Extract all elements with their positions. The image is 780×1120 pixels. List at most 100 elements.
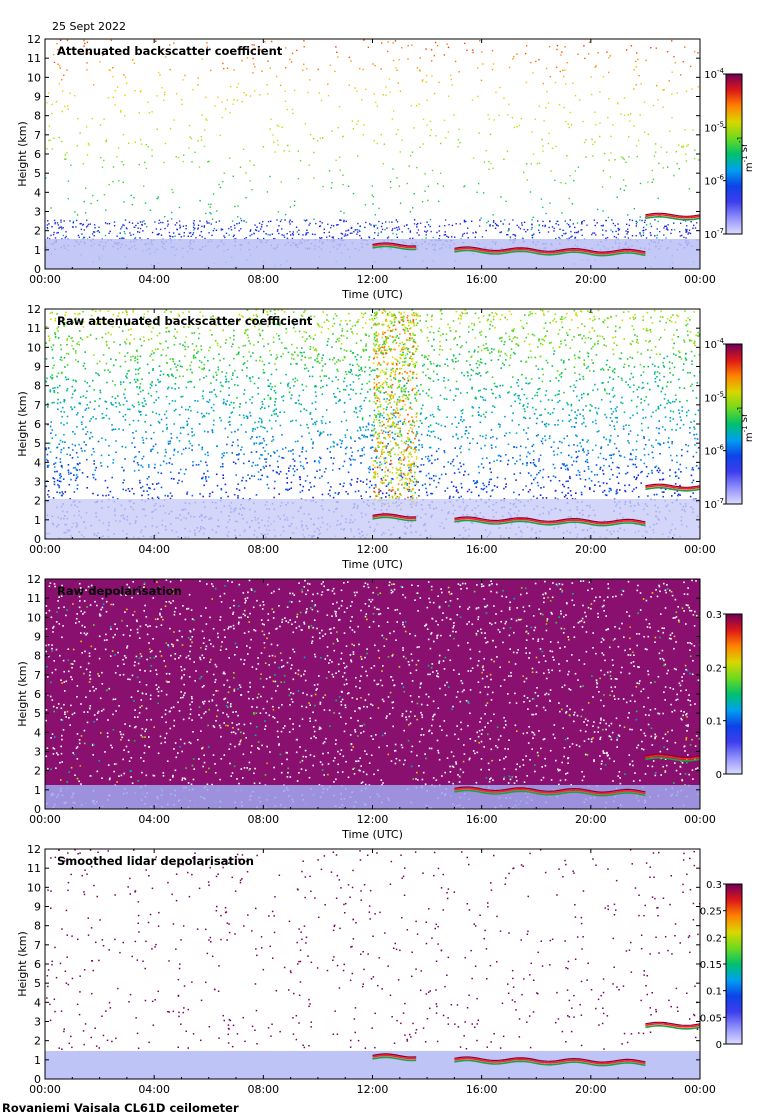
y-tick-label: 9 — [34, 361, 41, 374]
x-axis-title: Time (UTC) — [341, 1098, 403, 1100]
y-tick-label: 1 — [34, 244, 41, 257]
plot-area — [45, 579, 700, 809]
colorbar-tick-label: 10-7 — [704, 497, 724, 511]
y-axis-title: Height (km) — [16, 121, 29, 187]
x-tick-label: 12:00 — [357, 1083, 389, 1096]
y-tick-label: 1 — [34, 514, 41, 527]
x-tick-label: 04:00 — [138, 1083, 170, 1096]
y-tick-label: 12 — [27, 573, 41, 586]
y-tick-label: 5 — [34, 437, 41, 450]
y-tick-label: 4 — [34, 996, 41, 1009]
plot-area — [45, 39, 700, 269]
x-tick-label: 00:00 — [684, 543, 716, 556]
y-tick-label: 8 — [34, 380, 41, 393]
y-tick-label: 7 — [34, 939, 41, 952]
y-tick-label: 7 — [34, 399, 41, 412]
y-tick-label: 2 — [34, 225, 41, 238]
x-tick-label: 00:00 — [29, 813, 61, 826]
x-tick-label: 00:00 — [684, 813, 716, 826]
y-axis-title: Height (km) — [16, 931, 29, 997]
y-tick-label: 12 — [27, 33, 41, 46]
footer-label: Rovaniemi Vaisala CL61D ceilometer — [2, 1101, 239, 1115]
colorbar-tick-label: 0.05 — [700, 1013, 722, 1024]
y-tick-label: 0 — [34, 1073, 41, 1086]
y-tick-label: 3 — [34, 746, 41, 759]
y-tick-label: 11 — [27, 592, 41, 605]
x-tick-label: 08:00 — [247, 543, 279, 556]
y-tick-label: 2 — [34, 495, 41, 508]
x-axis-title: Time (UTC) — [341, 558, 403, 571]
colorbar-tick-label: 10-5 — [704, 120, 724, 134]
panel-title: Attenuated backscatter coefficient — [57, 44, 283, 58]
y-tick-label: 9 — [34, 901, 41, 914]
colorbar-tick-label: 0.1 — [706, 717, 722, 728]
y-tick-label: 5 — [34, 707, 41, 720]
colorbar-unit: m-1 sr-1 — [736, 136, 755, 172]
y-tick-label: 6 — [34, 418, 41, 431]
colorbar-tick-label: 0 — [716, 770, 722, 781]
y-tick-label: 10 — [27, 71, 41, 84]
y-tick-label: 5 — [34, 977, 41, 990]
y-tick-label: 8 — [34, 110, 41, 123]
x-tick-label: 08:00 — [247, 273, 279, 286]
x-tick-label: 12:00 — [357, 813, 389, 826]
colorbar-tick-label: 10-6 — [704, 444, 724, 458]
y-tick-label: 6 — [34, 688, 41, 701]
colorbar-tick-label: 0.2 — [706, 663, 722, 674]
x-tick-label: 20:00 — [575, 1083, 607, 1096]
y-tick-label: 6 — [34, 148, 41, 161]
y-tick-label: 9 — [34, 631, 41, 644]
panel-title: Smoothed lidar depolarisation — [57, 854, 254, 868]
x-tick-label: 08:00 — [247, 1083, 279, 1096]
y-tick-label: 2 — [34, 1035, 41, 1048]
y-tick-label: 1 — [34, 784, 41, 797]
y-tick-label: 8 — [34, 920, 41, 933]
y-tick-label: 6 — [34, 958, 41, 971]
y-tick-label: 4 — [34, 726, 41, 739]
colorbar-tick-label: 0 — [716, 1040, 722, 1051]
colorbar — [725, 343, 743, 505]
x-tick-label: 20:00 — [575, 273, 607, 286]
x-tick-label: 00:00 — [684, 1083, 716, 1096]
x-tick-label: 20:00 — [575, 813, 607, 826]
colorbar-tick-label: 10-6 — [704, 174, 724, 188]
colorbar-tick-label: 0.3 — [706, 610, 722, 621]
y-axis-title: Height (km) — [16, 391, 29, 457]
colorbar — [725, 73, 743, 235]
x-tick-label: 00:00 — [684, 273, 716, 286]
colorbar — [725, 613, 743, 775]
y-tick-label: 8 — [34, 650, 41, 663]
y-tick-label: 11 — [27, 862, 41, 875]
y-tick-label: 0 — [34, 263, 41, 276]
y-tick-label: 2 — [34, 765, 41, 778]
x-tick-label: 16:00 — [466, 1083, 498, 1096]
y-tick-label: 12 — [27, 303, 41, 316]
y-tick-label: 0 — [34, 803, 41, 816]
date-label: 25 Sept 2022 — [52, 20, 127, 33]
colorbar-tick-label: 0.1 — [706, 987, 722, 998]
x-tick-label: 12:00 — [357, 543, 389, 556]
y-tick-label: 3 — [34, 1016, 41, 1029]
y-tick-label: 7 — [34, 669, 41, 682]
colorbar-tick-label: 0.2 — [706, 933, 722, 944]
y-tick-label: 10 — [27, 881, 41, 894]
x-axis-title: Time (UTC) — [341, 828, 403, 841]
x-tick-label: 00:00 — [29, 543, 61, 556]
colorbar — [725, 883, 743, 1045]
x-tick-label: 16:00 — [466, 543, 498, 556]
colorbar-tick-label: 0.15 — [700, 960, 722, 971]
y-tick-label: 9 — [34, 91, 41, 104]
colorbar-tick-label: 10-7 — [704, 227, 724, 241]
y-tick-label: 7 — [34, 129, 41, 142]
y-tick-label: 11 — [27, 52, 41, 65]
colorbar-tick-label: 0.3 — [706, 880, 722, 891]
colorbar-tick-label: 0.25 — [700, 907, 722, 918]
x-tick-label: 00:00 — [29, 1083, 61, 1096]
plot-area — [45, 309, 700, 539]
x-tick-label: 00:00 — [29, 273, 61, 286]
x-tick-label: 20:00 — [575, 543, 607, 556]
colorbar-unit: m-1 sr-1 — [736, 406, 755, 442]
y-tick-label: 12 — [27, 843, 41, 856]
